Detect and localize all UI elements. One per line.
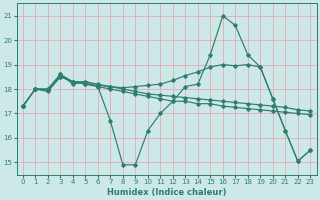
X-axis label: Humidex (Indice chaleur): Humidex (Indice chaleur)	[107, 188, 226, 197]
